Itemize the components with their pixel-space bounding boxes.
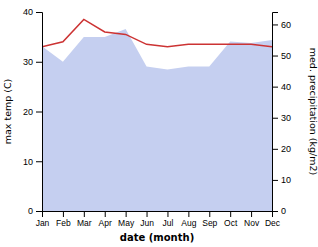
area [42, 29, 272, 211]
tick-mark [36, 161, 42, 162]
tick-mark [188, 211, 189, 217]
plot: JanFebMarAprMayJunJulAugSepOctNovDec0102… [23, 7, 291, 228]
chart-container: JanFebMarAprMayJunJulAugSepOctNovDec0102… [0, 0, 318, 247]
tick: 10 [272, 175, 291, 185]
tick-mark [147, 211, 148, 217]
tick-mark [251, 211, 252, 217]
y2-axis-title: med. precipitation (kg/m2) [308, 48, 318, 175]
tick-mark [272, 56, 278, 57]
tick: 40 [23, 7, 42, 17]
tick-label: Apr [99, 218, 112, 228]
tick-mark [105, 211, 106, 217]
tick-label: 20 [281, 144, 291, 154]
tick-label: 50 [281, 51, 291, 61]
chart: JanFebMarAprMayJunJulAugSepOctNovDec0102… [0, 0, 318, 247]
tick: 0 [272, 206, 286, 216]
tick: Jul [163, 211, 174, 228]
tick: 30 [23, 57, 42, 67]
tick: Jun [140, 211, 154, 228]
tick: 60 [272, 20, 291, 30]
tick: 40 [272, 82, 291, 92]
tick-label: Feb [56, 218, 71, 228]
tick: Nov [244, 211, 260, 228]
tick: 30 [272, 113, 291, 123]
tick: Dec [265, 211, 281, 228]
tick-label: 60 [281, 20, 291, 30]
tick-label: Oct [224, 218, 238, 228]
tick: 50 [272, 51, 291, 61]
tick-mark [36, 211, 42, 212]
tick-label: 40 [23, 7, 33, 17]
tick-label: Jun [140, 218, 154, 228]
tick-label: 40 [281, 82, 291, 92]
tick-mark [272, 118, 278, 119]
tick-label: Nov [244, 218, 260, 228]
tick: 20 [272, 144, 291, 154]
tick-label: 30 [281, 113, 291, 123]
tick-label: Aug [181, 218, 196, 228]
tick-label: Jan [36, 218, 50, 228]
tick: Mar [77, 211, 92, 228]
y-axis: 0 10 20 30 40 [23, 7, 43, 216]
tick-mark [272, 87, 278, 88]
tick-label: 10 [281, 175, 291, 185]
axis-line [43, 212, 273, 218]
tick-label: 20 [23, 107, 33, 117]
tick-mark [272, 211, 278, 212]
tick-mark [167, 211, 168, 217]
tick: Feb [56, 211, 71, 228]
tick-label: May [118, 218, 135, 228]
tick-mark [209, 211, 210, 217]
tick: Apr [99, 211, 112, 228]
tick-label: Jul [163, 218, 174, 228]
marks [42, 19, 272, 211]
tick-label: 30 [23, 57, 33, 67]
tick-mark [36, 12, 42, 13]
tick-mark [272, 149, 278, 150]
tick-mark [36, 62, 42, 63]
tick-mark [272, 24, 278, 25]
tick: 10 [23, 157, 42, 167]
tick: May [118, 211, 135, 228]
tick: Sep [202, 211, 217, 228]
axis-line [273, 13, 279, 212]
y-axis-title: max temp (C) [2, 79, 13, 145]
tick: Jan [36, 211, 50, 228]
tick-mark [84, 211, 85, 217]
axis-line [36, 13, 43, 212]
tick: 20 [23, 107, 42, 117]
tick-label: 10 [23, 157, 33, 167]
tick: 0 [28, 206, 42, 216]
x-axis-title: date (month) [120, 232, 194, 243]
x-axis: Jan Feb Mar Apr May Jun Jul Aug Sep Oct Nov Dec [36, 211, 281, 228]
tick-mark [36, 112, 42, 113]
line [42, 19, 272, 46]
tick-mark [63, 211, 64, 217]
y2-axis: 0 10 20 30 40 50 60 [272, 13, 291, 217]
tick: Aug [181, 211, 196, 228]
tick: Oct [224, 211, 238, 228]
tick-label: Mar [77, 218, 92, 228]
tick-label: Dec [265, 218, 281, 228]
tick-label: 0 [281, 206, 286, 216]
tick-mark [230, 211, 231, 217]
tick-label: Sep [202, 218, 217, 228]
tick-label: 0 [28, 206, 33, 216]
tick-mark [272, 180, 278, 181]
tick-mark [126, 211, 127, 217]
